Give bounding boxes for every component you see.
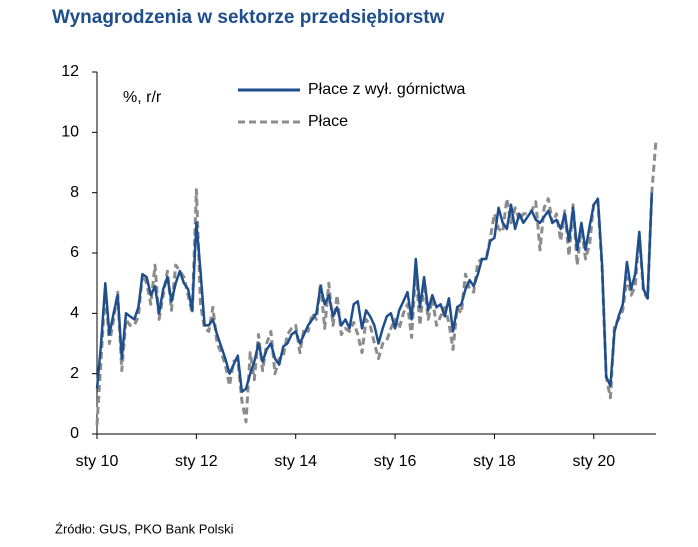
chart-title: Wynagrodzenia w sektorze przedsiębiorstw <box>52 7 445 28</box>
source: Źródło: GUS, PKO Bank Polski <box>55 521 234 536</box>
x-tick-label: sty 14 <box>274 453 317 470</box>
y-tick-label: 0 <box>70 425 79 442</box>
y-tick-label: 10 <box>61 124 79 141</box>
y-tick-label: 6 <box>70 244 79 261</box>
x-tick-label: sty 18 <box>473 453 516 470</box>
y-tick-label: 2 <box>70 365 79 382</box>
x-tick-label: sty 20 <box>572 453 615 470</box>
x-tick-label: sty 16 <box>374 453 417 470</box>
legend-label: Płace <box>308 113 348 130</box>
y-tick-label: 12 <box>61 63 79 80</box>
series-line <box>95 141 658 425</box>
x-tick-label: sty 10 <box>76 453 119 470</box>
legend-label: Płace z wył. górnictwa <box>308 81 465 98</box>
series-line <box>95 192 654 394</box>
y-tick-label: 8 <box>70 184 79 201</box>
y-tick-label: 4 <box>70 305 79 322</box>
x-tick-label: sty 12 <box>175 453 218 470</box>
y-axis-label: %, r/r <box>123 89 162 106</box>
